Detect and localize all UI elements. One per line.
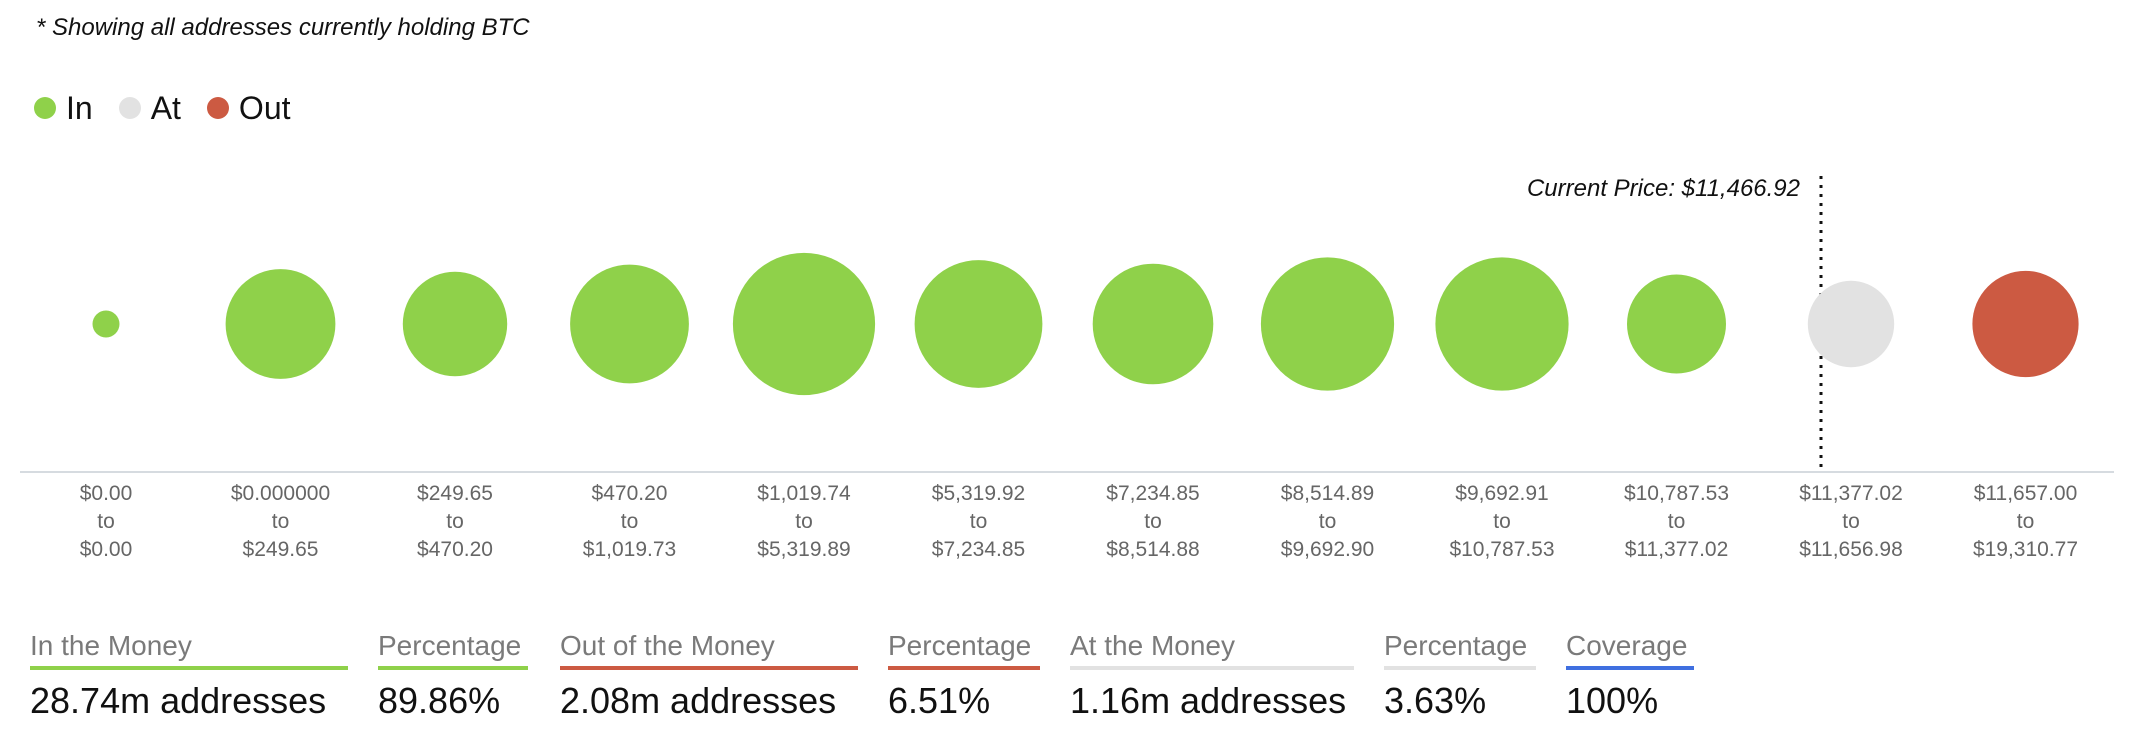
range-from-label: $11,657.00 — [1974, 482, 2078, 505]
in-out-money-chart: Current Price: $11,466.92 $0.00to$0.00$0… — [20, 175, 2114, 561]
chart-footnote: * Showing all addresses currently holdin… — [36, 14, 530, 41]
range-connector-label: to — [272, 510, 290, 533]
current-price-label: Current Price: $11,466.92 — [1527, 175, 1800, 202]
range-connector-label: to — [97, 510, 115, 533]
summary-stats: In the Money 28.74m addresses Percentage… — [0, 630, 2134, 742]
stat-label: Percentage — [1384, 630, 1536, 670]
bubble-in[interactable] — [1260, 257, 1395, 391]
stat-value: 6.51% — [888, 680, 991, 721]
stat-out-percentage: Percentage 6.51% — [888, 630, 1040, 722]
bubble-in[interactable] — [225, 269, 336, 379]
range-from-label: $470.20 — [592, 482, 668, 505]
range-to-label: $11,656.98 — [1799, 538, 1903, 561]
x-axis-labels: $0.00 to $0.00 $0.000000 to $249.65 $249.65 to $… — [80, 482, 2078, 561]
bubble-at[interactable] — [1807, 280, 1895, 368]
range-to-label: $249.65 — [243, 538, 319, 561]
legend-label-out: Out — [238, 89, 291, 126]
range-connector-label: to — [1668, 510, 1686, 533]
bubble-in[interactable] — [914, 260, 1043, 388]
stat-coverage: Coverage 100% — [1566, 630, 1694, 722]
legend-label-at: At — [150, 89, 181, 126]
stat-value: 100% — [1566, 680, 1659, 721]
bubble-in[interactable] — [1092, 263, 1214, 385]
legend-dot-out-icon — [206, 97, 229, 119]
range-to-label: $5,319.89 — [757, 538, 850, 561]
stat-in-percentage: Percentage 89.86% — [378, 630, 528, 722]
legend-item-out[interactable]: Out — [206, 89, 291, 127]
bubble-out[interactable] — [1972, 270, 2079, 378]
range-connector-label: to — [1493, 510, 1511, 533]
bubble-in[interactable] — [402, 271, 508, 377]
range-connector-label: to — [2017, 510, 2035, 533]
range-connector-label: to — [970, 510, 988, 533]
stat-value: 3.63% — [1384, 680, 1487, 721]
stat-label: Out of the Money — [560, 630, 858, 670]
range-from-label: $0.00 — [80, 482, 133, 505]
range-to-label: $11,377.02 — [1625, 538, 1729, 561]
stat-label: At the Money — [1070, 630, 1354, 670]
range-connector-label: to — [1842, 510, 1860, 533]
bubble-in[interactable] — [570, 264, 689, 384]
bubble-group — [92, 252, 2079, 396]
range-from-label: $249.65 — [417, 482, 493, 505]
range-to-label: $9,692.90 — [1281, 538, 1374, 561]
range-from-label: $5,319.92 — [932, 482, 1025, 505]
range-connector-label: to — [795, 510, 813, 533]
range-connector-label: to — [621, 510, 639, 533]
stat-value: 2.08m addresses — [560, 680, 837, 721]
stat-value: 28.74m addresses — [30, 680, 327, 721]
range-from-label: $10,787.53 — [1624, 482, 1729, 505]
range-to-label: $470.20 — [417, 538, 493, 561]
range-connector-label: to — [446, 510, 464, 533]
legend-dot-in-icon — [34, 97, 56, 119]
stat-label: Percentage — [888, 630, 1040, 670]
legend-dot-at-icon — [118, 97, 141, 119]
range-to-label: $19,310.77 — [1973, 538, 2078, 561]
stat-value: 89.86% — [378, 680, 501, 721]
range-to-label: $8,514.88 — [1106, 538, 1199, 561]
legend: In At Out — [34, 88, 291, 128]
stat-label: Coverage — [1566, 630, 1694, 670]
stat-value: 1.16m addresses — [1070, 680, 1347, 721]
range-to-label: $7,234.85 — [932, 538, 1025, 561]
stat-at-the-money: At the Money 1.16m addresses — [1070, 630, 1354, 722]
bubble-in[interactable] — [92, 310, 120, 338]
range-from-label: $7,234.85 — [1106, 482, 1199, 505]
stat-out-of-the-money: Out of the Money 2.08m addresses — [560, 630, 858, 722]
range-from-label: $0.000000 — [231, 482, 330, 505]
range-to-label: $1,019.73 — [583, 538, 676, 561]
legend-item-in[interactable]: In — [34, 90, 93, 127]
range-from-label: $8,514.89 — [1281, 482, 1374, 505]
bubble-in[interactable] — [1627, 274, 1726, 374]
stat-label: Percentage — [378, 630, 528, 670]
range-from-label: $9,692.91 — [1455, 482, 1548, 505]
range-to-label: $0.00 — [80, 538, 133, 561]
legend-item-at[interactable]: At — [118, 89, 181, 127]
bubble-in[interactable] — [732, 252, 876, 396]
stat-label: In the Money — [30, 630, 348, 670]
legend-label-in: In — [66, 89, 93, 126]
range-from-label: $11,377.02 — [1799, 482, 1903, 505]
range-to-label: $10,787.53 — [1449, 538, 1554, 561]
bubble-in[interactable] — [1435, 257, 1569, 391]
range-connector-label: to — [1144, 510, 1162, 533]
stat-in-the-money: In the Money 28.74m addresses — [30, 630, 348, 722]
range-connector-label: to — [1319, 510, 1337, 533]
stat-at-percentage: Percentage 3.63% — [1384, 630, 1536, 722]
range-from-label: $1,019.74 — [757, 482, 851, 505]
